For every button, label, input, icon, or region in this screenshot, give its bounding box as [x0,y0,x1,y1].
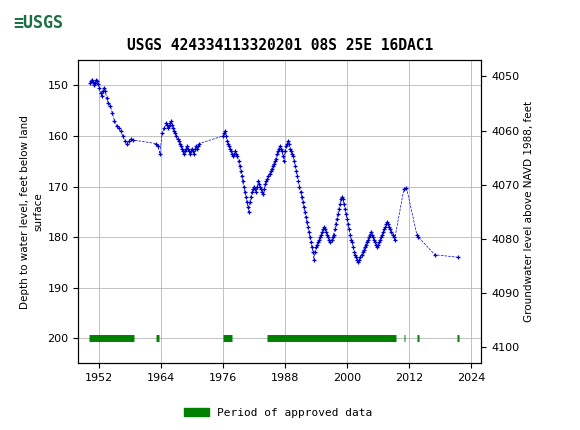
Text: ≡USGS: ≡USGS [13,14,63,31]
Y-axis label: Groundwater level above NAVD 1988, feet: Groundwater level above NAVD 1988, feet [524,101,534,322]
Legend: Period of approved data: Period of approved data [180,403,377,422]
Title: USGS 424334113320201 08S 25E 16DAC1: USGS 424334113320201 08S 25E 16DAC1 [126,38,433,53]
Y-axis label: Depth to water level, feet below land
surface: Depth to water level, feet below land su… [20,115,44,309]
Bar [8,3,71,42]
